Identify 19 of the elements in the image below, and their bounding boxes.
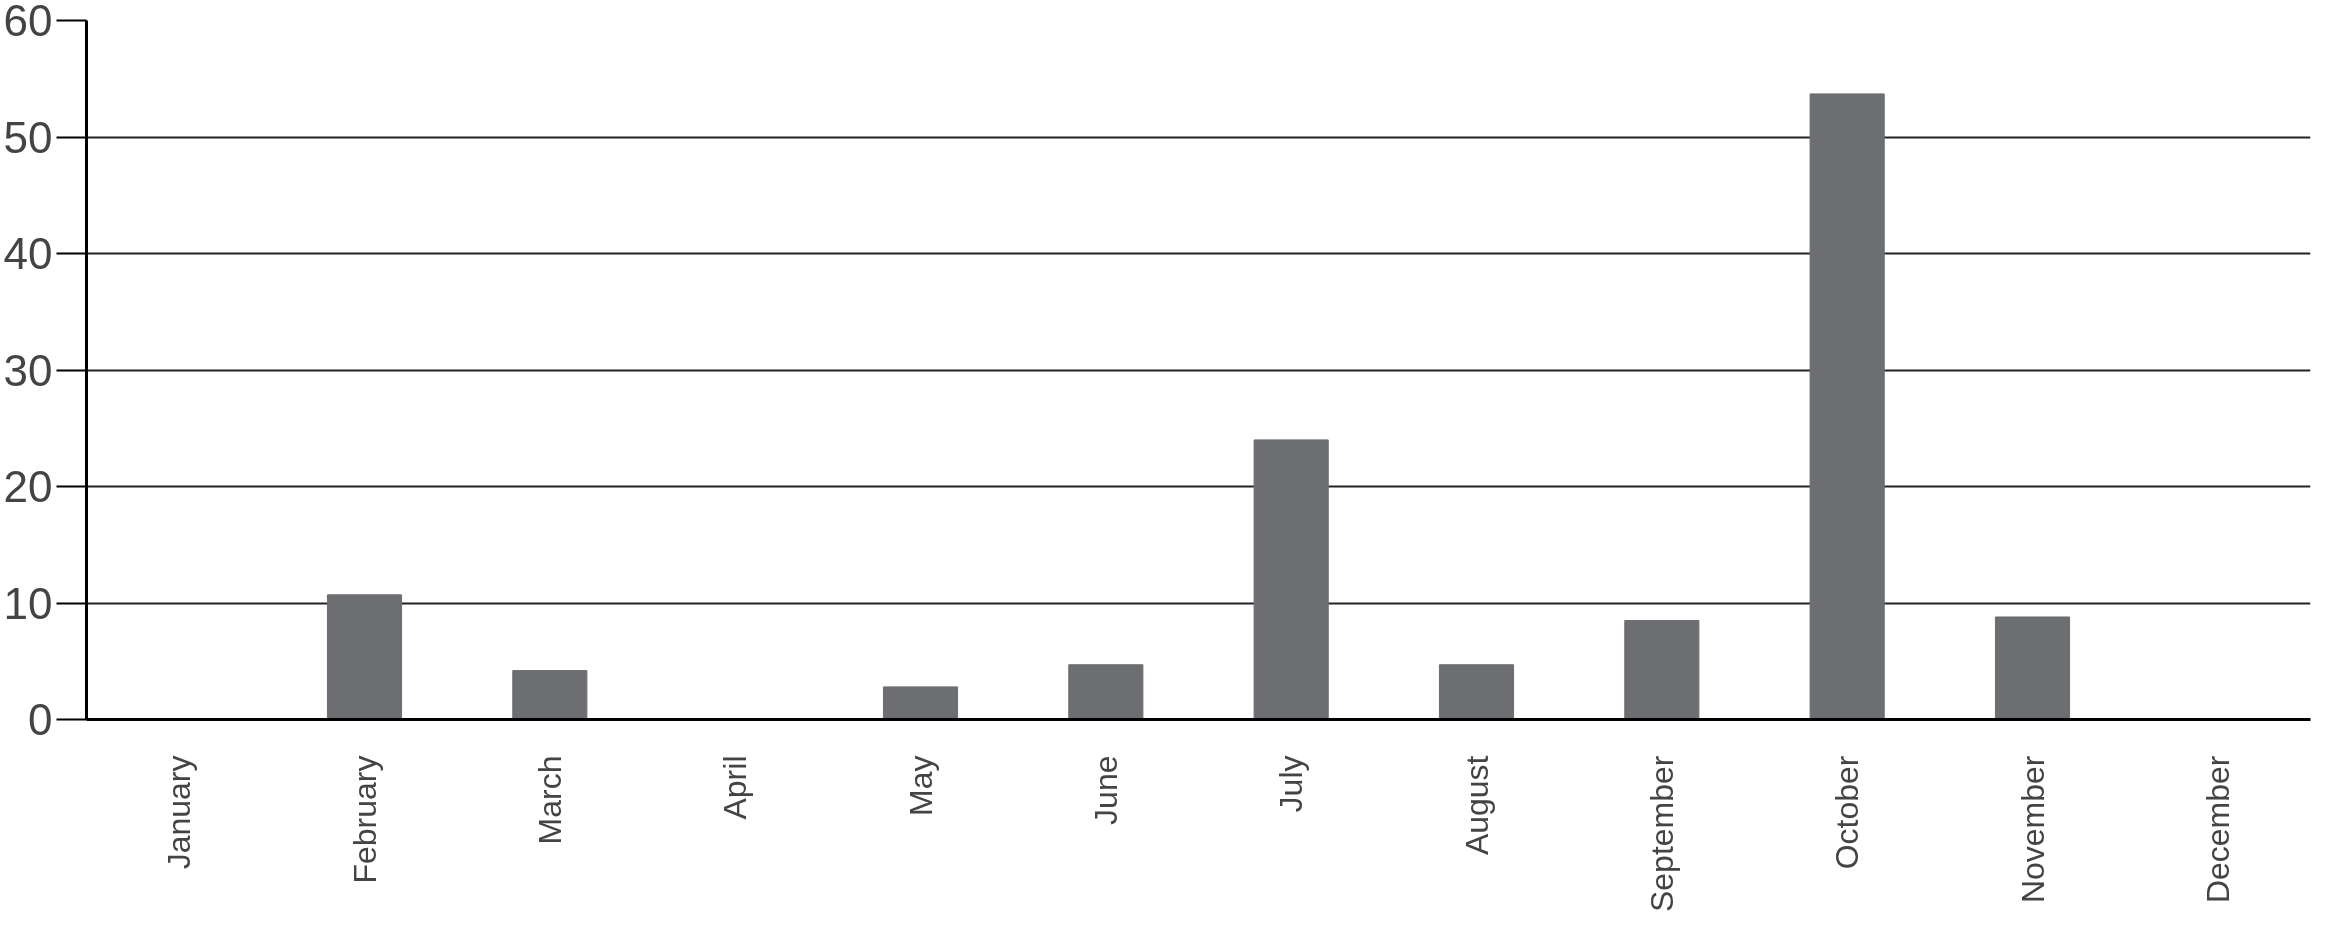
x-tick-label: September bbox=[1643, 755, 1680, 913]
y-tick-label: 40 bbox=[3, 229, 53, 278]
y-tick-label: 20 bbox=[3, 462, 53, 511]
y-tick-label: 0 bbox=[28, 695, 53, 744]
y-tick-label: 30 bbox=[3, 345, 53, 395]
y-tick-label: 60 bbox=[3, 0, 53, 45]
x-tick-label: January bbox=[161, 755, 198, 870]
x-tick-label: May bbox=[902, 755, 939, 816]
x-tick-label: December bbox=[2199, 755, 2236, 904]
x-tick-label: October bbox=[1829, 755, 1866, 870]
y-tick-label: 10 bbox=[3, 578, 53, 628]
x-tick-label: November bbox=[2014, 755, 2051, 904]
y-tick-label: 50 bbox=[3, 112, 53, 162]
x-tick-label: February bbox=[346, 755, 383, 884]
x-tick-label: July bbox=[1273, 755, 1310, 813]
x-tick-label: March bbox=[531, 755, 568, 845]
x-tick-label: June bbox=[1087, 755, 1124, 825]
x-tick-label: April bbox=[717, 755, 754, 820]
x-tick-label: August bbox=[1458, 755, 1495, 856]
